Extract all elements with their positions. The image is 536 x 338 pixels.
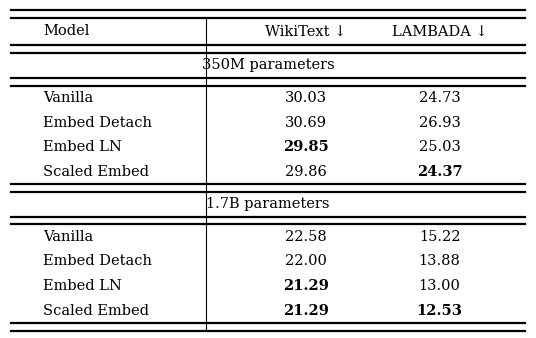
Text: 13.00: 13.00	[419, 279, 460, 293]
Text: Model: Model	[43, 24, 90, 39]
Text: 350M parameters: 350M parameters	[202, 58, 334, 72]
Text: 25.03: 25.03	[419, 140, 460, 154]
Text: Vanilla: Vanilla	[43, 91, 93, 105]
Text: 24.37: 24.37	[416, 165, 463, 179]
Text: 22.00: 22.00	[285, 255, 326, 268]
Text: 21.29: 21.29	[282, 279, 329, 293]
Text: 29.86: 29.86	[285, 165, 326, 179]
Text: 30.69: 30.69	[285, 116, 326, 129]
Text: LAMBADA ↓: LAMBADA ↓	[392, 24, 487, 39]
Text: 15.22: 15.22	[419, 230, 460, 244]
Text: Vanilla: Vanilla	[43, 230, 93, 244]
Text: Embed LN: Embed LN	[43, 279, 122, 293]
Text: WikiText ↓: WikiText ↓	[265, 24, 346, 39]
Text: Embed Detach: Embed Detach	[43, 116, 152, 129]
Text: 12.53: 12.53	[416, 304, 463, 318]
Text: 30.03: 30.03	[285, 91, 326, 105]
Text: 26.93: 26.93	[419, 116, 460, 129]
Text: 22.58: 22.58	[285, 230, 326, 244]
Text: Embed Detach: Embed Detach	[43, 255, 152, 268]
Text: 21.29: 21.29	[282, 304, 329, 318]
Text: 29.85: 29.85	[282, 140, 329, 154]
Text: Scaled Embed: Scaled Embed	[43, 304, 149, 318]
Text: 1.7B parameters: 1.7B parameters	[206, 197, 330, 211]
Text: Embed LN: Embed LN	[43, 140, 122, 154]
Text: Scaled Embed: Scaled Embed	[43, 165, 149, 179]
Text: 24.73: 24.73	[419, 91, 460, 105]
Text: 13.88: 13.88	[419, 255, 460, 268]
